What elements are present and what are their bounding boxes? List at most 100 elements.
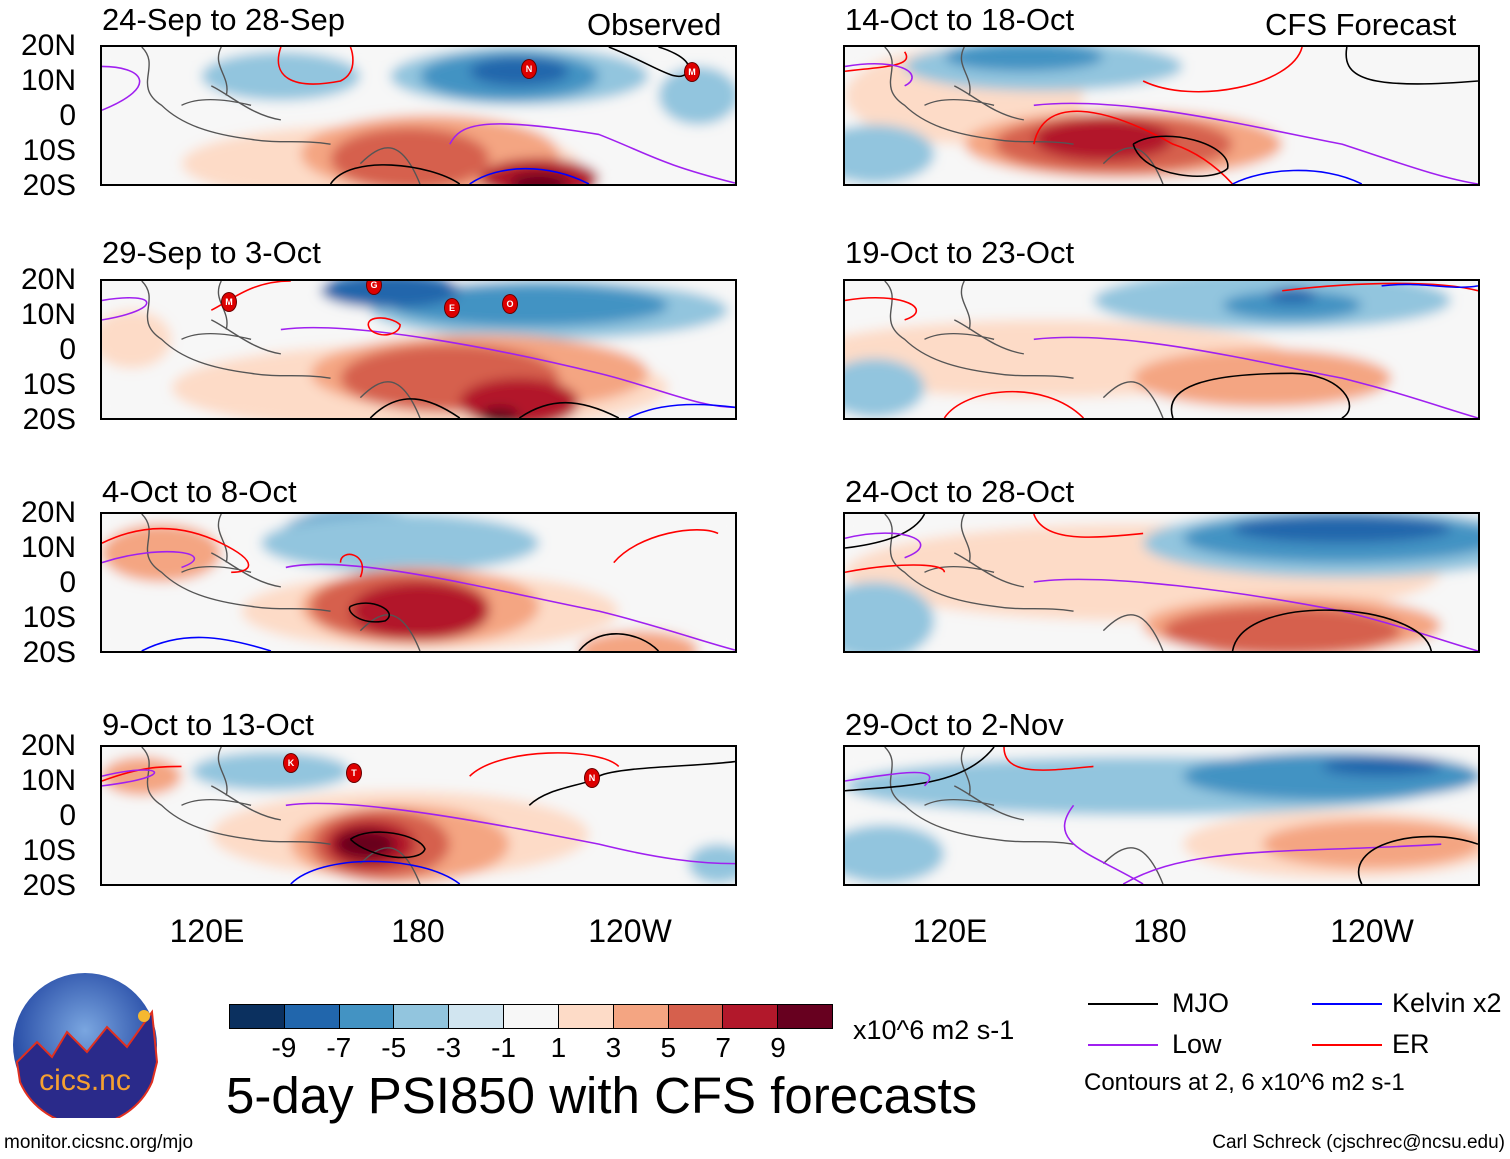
map-panel <box>100 512 737 653</box>
contour-line <box>348 602 660 651</box>
website-link[interactable]: monitor.cicsnc.org/mjo <box>4 1132 194 1153</box>
anomaly-region <box>658 66 735 125</box>
contour-line <box>845 771 1144 884</box>
lat-label: 10N <box>20 64 76 97</box>
contour-line <box>290 860 461 884</box>
cics-logo: cics.nc <box>13 973 158 1118</box>
anomaly-region <box>1262 819 1478 869</box>
colorbar <box>229 1004 833 1029</box>
contour-line <box>628 403 735 418</box>
author-credit: Carl Schreck (cjschrec@ncsu.edu) <box>1212 1132 1505 1153</box>
anomaly-region <box>459 378 579 418</box>
colorbar-swatch <box>449 1005 505 1028</box>
contour-line <box>349 760 735 859</box>
contour-line <box>102 527 250 574</box>
colorbar-tick-label: 9 <box>770 1032 786 1063</box>
contour-line <box>845 63 913 87</box>
lat-label: 10N <box>20 764 76 797</box>
contour-line <box>1358 835 1478 884</box>
legend-mjo-label: MJO <box>1172 988 1229 1018</box>
contour-line <box>102 769 735 865</box>
contour-line <box>1033 336 1478 418</box>
contour-line <box>845 514 926 549</box>
lat-label: 10S <box>22 134 76 167</box>
cfs-forecast-label: CFS Forecast <box>1265 7 1457 42</box>
anomaly-region <box>479 158 599 184</box>
coastline <box>884 747 1164 884</box>
lon-label-120e-left: 120E <box>169 913 245 949</box>
contour-line <box>102 297 735 409</box>
coastline <box>884 514 1164 651</box>
contour-line <box>1232 169 1363 184</box>
anomaly-region <box>845 124 935 184</box>
colorbar-swatch <box>558 1005 614 1028</box>
legend-low-line <box>1088 1044 1158 1046</box>
panel-title: 9-Oct to 13-Oct <box>102 707 314 742</box>
contour-line <box>1122 843 1442 884</box>
anomaly-region <box>335 829 396 859</box>
lat-label: 20N <box>20 729 76 762</box>
panel-title: 4-Oct to 8-Oct <box>102 474 297 509</box>
coastline <box>141 747 421 884</box>
map-panel <box>843 279 1480 420</box>
contour-line <box>102 765 182 782</box>
lat-label: 0 <box>59 799 76 832</box>
panel-title: 14-Oct to 18-Oct <box>845 2 1075 37</box>
anomaly-region <box>260 514 540 573</box>
contour-line <box>845 747 995 792</box>
lon-label-180-right: 180 <box>1133 913 1187 949</box>
colorbar-tick-label: -9 <box>271 1032 297 1063</box>
tropical-cyclone-icon: M <box>684 62 700 82</box>
anomaly-region <box>191 751 351 791</box>
legend-er-line <box>1312 1044 1382 1046</box>
observed-label: Observed <box>587 7 722 42</box>
colorbar-swatch <box>668 1005 724 1028</box>
panel-title: 24-Oct to 28-Oct <box>845 474 1075 509</box>
lat-label: 10S <box>22 601 76 634</box>
lon-label-180-left: 180 <box>391 913 445 949</box>
lat-label: 10N <box>20 298 76 331</box>
lat-label: 20S <box>22 169 76 202</box>
lat-label: 10S <box>22 834 76 867</box>
map-panel: G M E O <box>100 279 737 420</box>
contour-line <box>845 514 1144 574</box>
contour-line <box>1132 47 1478 177</box>
lat-label: 0 <box>59 566 76 599</box>
contour-line <box>102 65 735 184</box>
colorbar-swatch <box>504 1005 559 1028</box>
colorbar-tick-label: -5 <box>381 1032 407 1063</box>
colorbar-swatch <box>339 1005 395 1028</box>
anomaly-region <box>201 51 361 101</box>
contour-line <box>1033 102 1478 184</box>
contour-line <box>367 317 401 336</box>
panel-title: 19-Oct to 23-Oct <box>845 235 1075 270</box>
colorbar-swatch <box>613 1005 669 1028</box>
colorbar-swatch <box>284 1005 340 1028</box>
tropical-cyclone-icon: N <box>584 768 600 788</box>
anomaly-region <box>1133 349 1392 408</box>
tropical-cyclone-icon: O <box>502 294 518 314</box>
tropical-cyclone-icon: T <box>346 763 362 783</box>
legend-kelvin-line <box>1312 1003 1382 1005</box>
panel-title: 24-Sep to 28-Sep <box>102 2 346 37</box>
tropical-cyclone-icon: G <box>366 281 382 295</box>
coastline <box>884 281 1164 418</box>
anomaly-region <box>330 127 490 184</box>
anomaly-region <box>509 173 570 184</box>
map-panel <box>843 745 1480 886</box>
panel-title: 29-Oct to 2-Nov <box>845 707 1064 742</box>
anomaly-region <box>350 582 490 641</box>
anomaly-region <box>1182 751 1478 801</box>
anomaly-region <box>1232 514 1452 544</box>
anomaly-region <box>1267 287 1318 304</box>
anomaly-region <box>1321 756 1442 777</box>
colorbar-tick-label: 7 <box>715 1032 731 1063</box>
colorbar-tick-label: 1 <box>550 1032 567 1063</box>
map-panel <box>843 512 1480 653</box>
lon-label-120w-left: 120W <box>588 913 672 949</box>
contour-note: Contours at 2, 6 x10^6 m2 s-1 <box>1084 1069 1405 1096</box>
figure-title: 5-day PSI850 with CFS forecasts <box>226 1067 978 1124</box>
